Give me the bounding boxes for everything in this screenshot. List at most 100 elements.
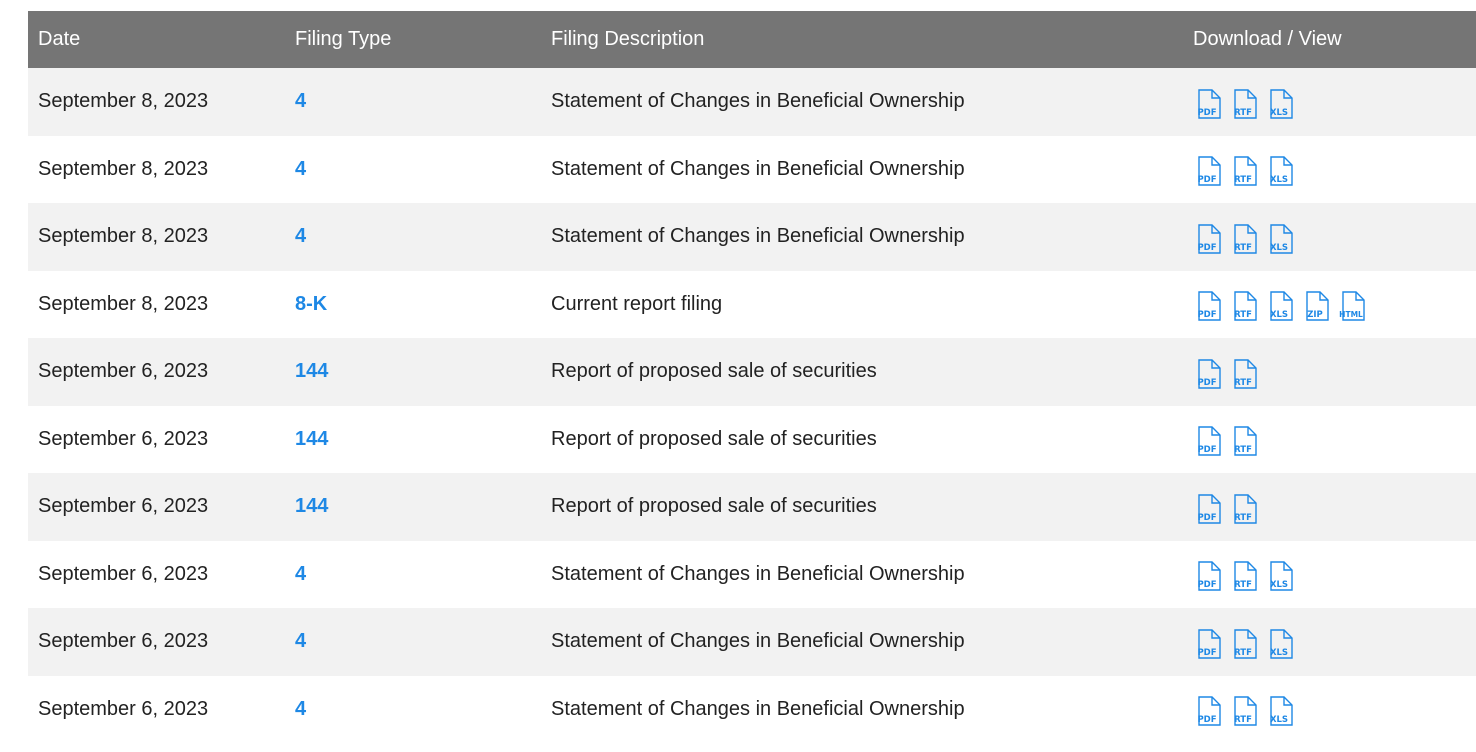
filing-type-link[interactable]: 144 — [295, 427, 329, 450]
pdf-file-icon[interactable]: PDF — [1193, 628, 1225, 660]
filing-type-cell: 144 — [285, 338, 541, 406]
pdf-file-icon[interactable]: PDF — [1193, 560, 1225, 592]
file-type-label: XLS — [1270, 580, 1288, 590]
xls-file-icon[interactable]: XLS — [1265, 290, 1297, 322]
pdf-file-icon[interactable]: PDF — [1193, 358, 1225, 390]
filing-type-link[interactable]: 4 — [295, 697, 307, 720]
xls-file-icon[interactable]: XLS — [1265, 88, 1297, 120]
file-type-label: RTF — [1234, 513, 1252, 523]
rtf-file-icon[interactable]: RTF — [1229, 695, 1261, 727]
table-row: September 6, 2023 4 Statement of Changes i… — [28, 540, 1476, 609]
filing-type-link[interactable]: 4 — [295, 630, 307, 653]
filing-date: September 6, 2023 — [38, 697, 209, 720]
filing-date: September 6, 2023 — [38, 630, 209, 653]
xls-file-icon[interactable]: XLS — [1265, 695, 1297, 727]
file-type-label: XLS — [1270, 715, 1288, 725]
filing-description: Report of proposed sale of securities — [551, 495, 877, 518]
pdf-file-icon[interactable]: PDF — [1193, 88, 1225, 120]
download-cell: PDF RTF XLS — [1183, 676, 1476, 744]
download-icons: PDF RTF XLS — [1193, 556, 1476, 592]
file-type-label: ZIP — [1307, 310, 1323, 320]
filing-date: September 6, 2023 — [38, 495, 209, 518]
filing-type-cell: 4 — [285, 68, 541, 136]
download-cell: PDF RTF XLS — [1183, 608, 1476, 676]
filings-table: Date Filing Type Filing Description Down… — [28, 11, 1476, 743]
header-date: Date — [38, 28, 81, 50]
file-type-label: RTF — [1234, 715, 1252, 725]
file-type-label: PDF — [1197, 243, 1216, 253]
download-cell: PDF RTF XLS — [1183, 136, 1476, 204]
filing-type-cell: 144 — [285, 406, 541, 474]
filing-type-cell: 4 — [285, 203, 541, 271]
rtf-file-icon[interactable]: RTF — [1229, 628, 1261, 660]
file-type-label: PDF — [1197, 310, 1216, 320]
download-cell: PDF RTF XLS — [1183, 541, 1476, 609]
filing-description: Statement of Changes in Beneficial Owner… — [551, 630, 965, 653]
file-type-label: XLS — [1270, 108, 1288, 118]
file-type-label: RTF — [1234, 108, 1252, 118]
download-cell: PDF RTF XLS — [1183, 68, 1476, 136]
zip-file-icon[interactable]: ZIP — [1301, 290, 1333, 322]
filing-type-link[interactable]: 4 — [295, 562, 307, 585]
download-cell: PDF RTF XLS ZIP HTML — [1183, 271, 1476, 339]
pdf-file-icon[interactable]: PDF — [1193, 695, 1225, 727]
xls-file-icon[interactable]: XLS — [1265, 560, 1297, 592]
html-file-icon[interactable]: HTML — [1337, 290, 1369, 322]
filing-description: Statement of Changes in Beneficial Owner… — [551, 225, 965, 248]
filing-type-link[interactable]: 4 — [295, 225, 307, 248]
rtf-file-icon[interactable]: RTF — [1229, 358, 1261, 390]
file-type-label: XLS — [1270, 175, 1288, 185]
table-row: September 6, 2023 144 Report of proposed s… — [28, 473, 1476, 541]
download-icons: PDF RTF XLS — [1193, 219, 1476, 255]
filing-description: Statement of Changes in Beneficial Owner… — [551, 157, 965, 180]
download-icons: PDF RTF XLS ZIP HTML — [1193, 286, 1476, 322]
filing-type-link[interactable]: 4 — [295, 90, 307, 113]
rtf-file-icon[interactable]: RTF — [1229, 88, 1261, 120]
rtf-file-icon[interactable]: RTF — [1229, 290, 1261, 322]
filing-date: September 8, 2023 — [38, 90, 209, 113]
pdf-file-icon[interactable]: PDF — [1193, 290, 1225, 322]
pdf-file-icon[interactable]: PDF — [1193, 223, 1225, 255]
filing-date: September 6, 2023 — [38, 360, 209, 383]
rtf-file-icon[interactable]: RTF — [1229, 560, 1261, 592]
download-icons: PDF RTF — [1193, 354, 1476, 390]
file-type-label: XLS — [1270, 243, 1288, 253]
table-row: September 6, 2023 144 Report of proposed s… — [28, 338, 1476, 406]
filing-type-link[interactable]: 144 — [295, 495, 329, 518]
download-cell: PDF RTF XLS — [1183, 203, 1476, 271]
xls-file-icon[interactable]: XLS — [1265, 628, 1297, 660]
download-cell: PDF RTF — [1183, 338, 1476, 406]
rtf-file-icon[interactable]: RTF — [1229, 223, 1261, 255]
filing-date: September 6, 2023 — [38, 562, 209, 585]
table-row: September 8, 2023 4 Statement of Changes i… — [28, 68, 1476, 136]
file-type-label: PDF — [1197, 715, 1216, 725]
rtf-file-icon[interactable]: RTF — [1229, 493, 1261, 525]
pdf-file-icon[interactable]: PDF — [1193, 425, 1225, 457]
rtf-file-icon[interactable]: RTF — [1229, 425, 1261, 457]
xls-file-icon[interactable]: XLS — [1265, 223, 1297, 255]
file-type-label: RTF — [1234, 580, 1252, 590]
pdf-file-icon[interactable]: PDF — [1193, 155, 1225, 187]
xls-file-icon[interactable]: XLS — [1265, 155, 1297, 187]
download-icons: PDF RTF XLS — [1193, 691, 1476, 727]
filing-description: Report of proposed sale of securities — [551, 427, 877, 450]
download-icons: PDF RTF — [1193, 421, 1476, 457]
download-icons: PDF RTF XLS — [1193, 624, 1476, 660]
filing-type-cell: 144 — [285, 473, 541, 541]
filing-type-link[interactable]: 8-K — [295, 292, 328, 315]
download-icons: PDF RTF XLS — [1193, 84, 1476, 120]
file-type-label: PDF — [1197, 108, 1216, 118]
file-type-label: RTF — [1234, 378, 1252, 388]
table-row: September 8, 2023 4 Statement of Changes i… — [28, 203, 1476, 271]
file-type-label: PDF — [1197, 648, 1216, 658]
filing-description: Statement of Changes in Beneficial Owner… — [551, 562, 965, 585]
file-type-label: XLS — [1270, 648, 1288, 658]
header-download-view: Download / View — [1193, 28, 1342, 50]
file-type-label: PDF — [1197, 378, 1216, 388]
filing-description: Report of proposed sale of securities — [551, 360, 877, 383]
filing-type-link[interactable]: 4 — [295, 157, 307, 180]
pdf-file-icon[interactable]: PDF — [1193, 493, 1225, 525]
rtf-file-icon[interactable]: RTF — [1229, 155, 1261, 187]
filing-type-link[interactable]: 144 — [295, 360, 329, 383]
filing-date: September 8, 2023 — [38, 225, 209, 248]
